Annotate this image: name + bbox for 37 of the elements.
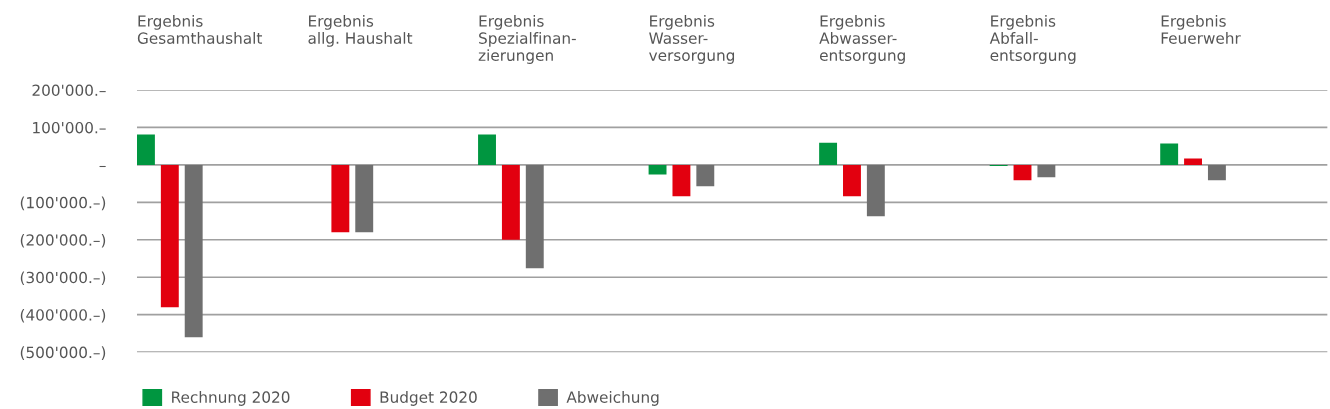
y-tick-label: 200'000.–: [32, 84, 106, 96]
bar: [355, 164, 374, 233]
x-tick-label: Ergebnis Abfall- entsorgung: [989, 14, 1076, 64]
bar: [1184, 158, 1202, 165]
y-tick-label: (500'000.–): [20, 346, 106, 360]
bar: [1037, 164, 1056, 178]
bar: [331, 164, 350, 233]
y-tick-label: (400'000.–): [20, 308, 106, 323]
bar: [819, 142, 838, 165]
bar: [160, 164, 179, 308]
legend-label: Budget 2020: [380, 391, 477, 406]
bar: [1013, 164, 1032, 181]
bar: [501, 164, 520, 240]
y-tick-label: –: [99, 165, 106, 168]
x-tick-label: Ergebnis Spezialfinan- zierungen: [478, 14, 576, 64]
bar: [184, 164, 203, 338]
bar: [843, 164, 861, 197]
bar: [696, 164, 715, 187]
bar: [648, 164, 667, 175]
legend-label: Abweichung: [566, 391, 659, 406]
y-tick-label: 100'000.–: [33, 121, 106, 134]
y-tick-label: (200'000.–): [20, 234, 106, 248]
y-tick-label: (300'000.–): [20, 271, 106, 286]
x-tick-label: Ergebnis Gesamthaushalt: [137, 14, 263, 44]
bar: [1160, 143, 1179, 165]
bar: [478, 134, 496, 165]
bar: [136, 134, 155, 165]
y-tick-label: (100'000.–): [20, 196, 106, 211]
bar: [672, 164, 691, 197]
x-tick-label: Ergebnis Feuerwehr: [1161, 14, 1241, 44]
x-tick-label: Ergebnis Wasser- versorgung: [649, 14, 735, 64]
bar: [866, 164, 885, 217]
x-tick-label: Ergebnis Abwasser- entsorgung: [819, 14, 905, 64]
bar: [1207, 164, 1226, 181]
x-tick-label: Ergebnis allg. Haushalt: [308, 14, 413, 47]
legend-label: Rechnung 2020: [172, 391, 290, 406]
bar: [525, 164, 544, 269]
